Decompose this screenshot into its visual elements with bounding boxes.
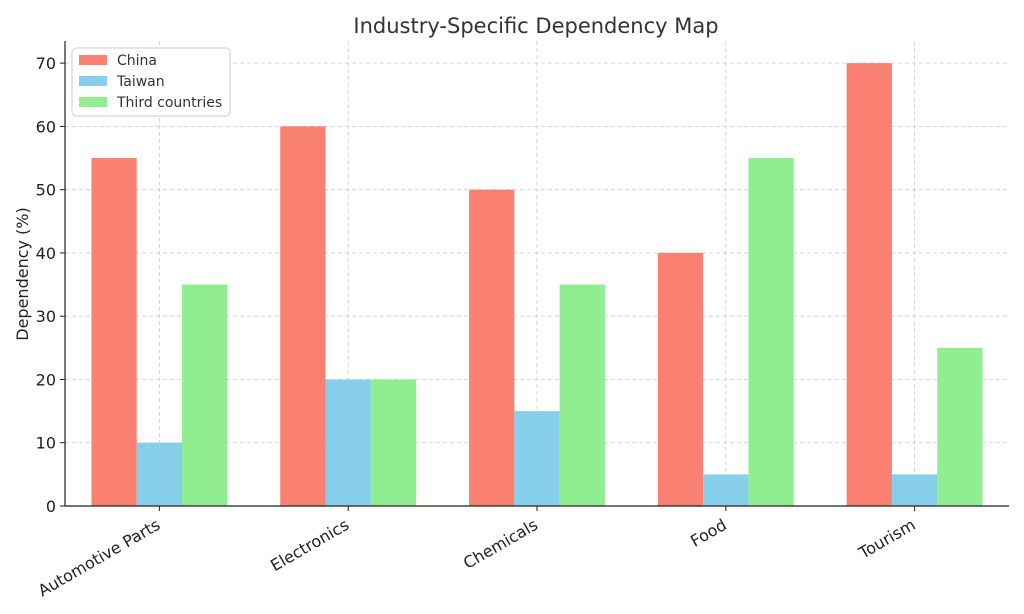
legend-box: [71, 47, 231, 117]
bar-china: [657, 252, 704, 506]
y-tick-label: 20: [36, 370, 56, 389]
bars: [91, 63, 983, 507]
bar-third-countries: [559, 284, 605, 506]
y-tick-label: 60: [36, 117, 56, 136]
x-tick-label: Chemicals: [460, 515, 541, 573]
y-tick-label: 70: [36, 54, 56, 73]
x-tick-label: Automotive Parts: [35, 515, 164, 600]
bar-china: [91, 158, 137, 506]
bar-third-countries: [182, 284, 228, 506]
x-tick-label: Food: [687, 515, 730, 551]
bar-china: [469, 189, 515, 506]
legend-swatch: [79, 97, 107, 107]
legend-label: Taiwan: [116, 74, 165, 90]
legend: China Taiwan Third countries: [71, 47, 231, 117]
y-tick-label: 0: [46, 497, 56, 516]
bar-china: [280, 126, 326, 506]
bar-third-countries: [937, 347, 983, 506]
bar-china: [846, 63, 892, 507]
legend-swatch: [79, 76, 107, 86]
x-tick-label: Electronics: [267, 515, 352, 575]
y-tick-label: 30: [36, 307, 56, 326]
bar-taiwan: [891, 474, 938, 506]
y-tick-label: 50: [36, 181, 56, 200]
bar-taiwan: [136, 442, 183, 506]
bar-third-countries: [748, 158, 794, 506]
legend-label: Third countries: [116, 95, 222, 111]
chart-title: Industry-Specific Dependency Map: [353, 14, 718, 38]
legend-swatch: [79, 55, 107, 65]
bar-taiwan: [514, 411, 560, 506]
bar-third-countries: [370, 379, 417, 506]
legend-label: China: [117, 53, 157, 69]
y-tick-label: 10: [36, 434, 56, 453]
bar-taiwan: [703, 474, 749, 506]
y-tick-label: 40: [36, 244, 56, 263]
x-tick-label: Tourism: [855, 515, 919, 563]
y-axis-label: Dependency (%): [13, 207, 32, 340]
bar-taiwan: [325, 379, 371, 506]
